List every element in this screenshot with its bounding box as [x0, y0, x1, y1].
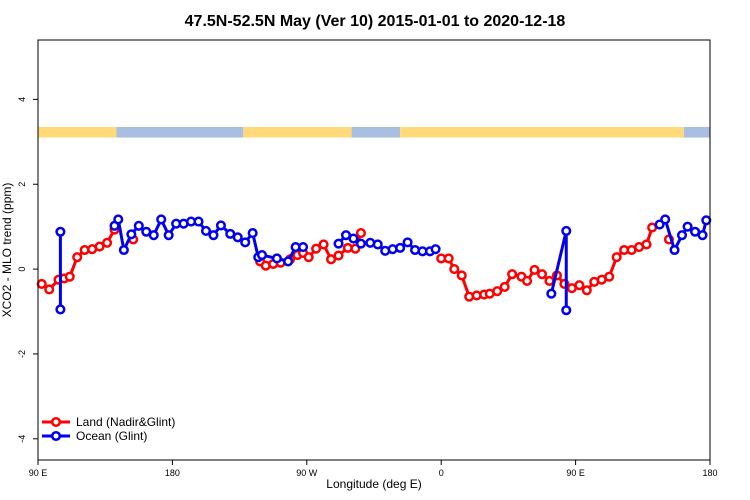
series-land-point [318, 239, 329, 250]
series-ocean-point [271, 253, 282, 264]
legend-land-label: Land (Nadir&Glint) [76, 415, 175, 429]
series-land-point [326, 254, 337, 265]
series-ocean-point [546, 288, 557, 299]
y-tick-label: 2 [17, 182, 27, 187]
series-ocean-point [163, 230, 174, 241]
legend-land-marker [50, 416, 62, 428]
legend: Land (Nadir&Glint)Ocean (Glint) [42, 415, 175, 443]
series-ocean-point [395, 242, 406, 253]
x-tick-label: 0 [439, 468, 444, 478]
series-land-point [581, 285, 592, 296]
series-land-point [36, 278, 47, 289]
series-ocean-point [561, 305, 572, 316]
series-land-point [492, 286, 503, 297]
strip-segment-ocean-5 [683, 126, 710, 138]
legend-ocean-marker [50, 430, 62, 442]
series-ocean-point [676, 230, 688, 241]
chart-title: 47.5N-52.5N May (Ver 10) 2015-01-01 to 2… [185, 13, 566, 30]
series-ocean-point [133, 220, 144, 231]
x-axis-label: Longitude (deg E) [326, 477, 421, 491]
series-land-point [449, 264, 460, 275]
series-ocean-point [402, 237, 413, 248]
series-land-point [456, 270, 467, 281]
series-land-point [102, 237, 113, 248]
series-ocean-point [55, 226, 66, 237]
series-land-point [499, 281, 510, 292]
series-land-point [303, 252, 314, 263]
strip-segment-ocean-3 [351, 126, 401, 138]
series-ocean-point [348, 233, 359, 244]
x-tick-label: 90 E [566, 468, 585, 478]
series-land-point [94, 241, 105, 252]
series-ocean-point [372, 239, 383, 250]
series-ocean-point [208, 230, 219, 241]
series-land-point [333, 250, 344, 261]
series-ocean-point [430, 244, 441, 255]
series-land-point [611, 252, 622, 263]
series-ocean-point [355, 238, 366, 249]
series-land-line-3 [441, 227, 654, 299]
y-axis: -4 -2 0 2 4 [17, 97, 38, 443]
series-ocean-point [193, 216, 204, 227]
y-tick-label: 0 [17, 267, 27, 272]
series-land-point [355, 227, 366, 239]
series-ocean-point [669, 244, 680, 256]
strip-segment-land-0 [38, 126, 117, 138]
series-ocean-point [240, 237, 251, 248]
series-land-point [311, 243, 322, 254]
series-land-point [44, 284, 55, 295]
x-tick-label: 180 [702, 468, 717, 478]
series-ocean-point [682, 221, 693, 232]
series-ocean-point [701, 215, 712, 226]
series-layer [36, 214, 712, 316]
series-land-point [507, 269, 518, 280]
series-ocean-point [660, 214, 671, 225]
series-land-point [641, 239, 652, 250]
series-ocean-line-3 [549, 229, 568, 311]
strip-segment-ocean-1 [116, 126, 244, 138]
x-tick-label: 90 W [296, 468, 318, 478]
series-land-point [443, 253, 454, 264]
y-tick-label: -4 [17, 435, 27, 443]
series-ocean-point [232, 232, 243, 243]
series-ocean-point [333, 238, 344, 249]
series-ocean-point [148, 230, 159, 241]
series-land-point [72, 252, 83, 263]
series-land-point [536, 269, 548, 280]
x-axis: 90 E 180 90 W 0 90 E 180 [29, 460, 718, 478]
x-tick-label: 90 E [29, 468, 48, 478]
series-ocean-point [697, 230, 708, 241]
series-ocean-point [256, 250, 268, 261]
y-axis-label: XCO2 - MLO trend (ppm) [0, 183, 14, 318]
series-land-point [574, 280, 585, 291]
series-ocean-point [156, 214, 167, 225]
series-ocean-point [200, 225, 212, 236]
series-ocean-point [298, 241, 309, 253]
legend-ocean-label: Ocean (Glint) [76, 429, 147, 443]
series-ocean-point [126, 229, 137, 240]
strip-segment-land-4 [400, 126, 684, 138]
series-land-point [529, 264, 540, 275]
series-ocean-point [247, 227, 258, 239]
series-ocean-point [215, 220, 226, 231]
series-land-point [64, 271, 75, 282]
land-ocean-strip [38, 126, 710, 138]
series-ocean-point [283, 256, 294, 267]
series-land-point [522, 275, 533, 287]
y-tick-label: 4 [17, 97, 27, 102]
strip-segment-land-2 [243, 126, 352, 138]
series-ocean-point [55, 304, 66, 315]
series-land-point [544, 275, 555, 287]
series-ocean-point [113, 214, 124, 225]
series-land-point [604, 271, 615, 282]
x-tick-label: 180 [165, 468, 180, 478]
plot-frame [37, 39, 711, 461]
series-ocean-point [118, 244, 129, 256]
series-ocean-point [561, 225, 572, 236]
y-tick-label: -2 [17, 350, 27, 358]
